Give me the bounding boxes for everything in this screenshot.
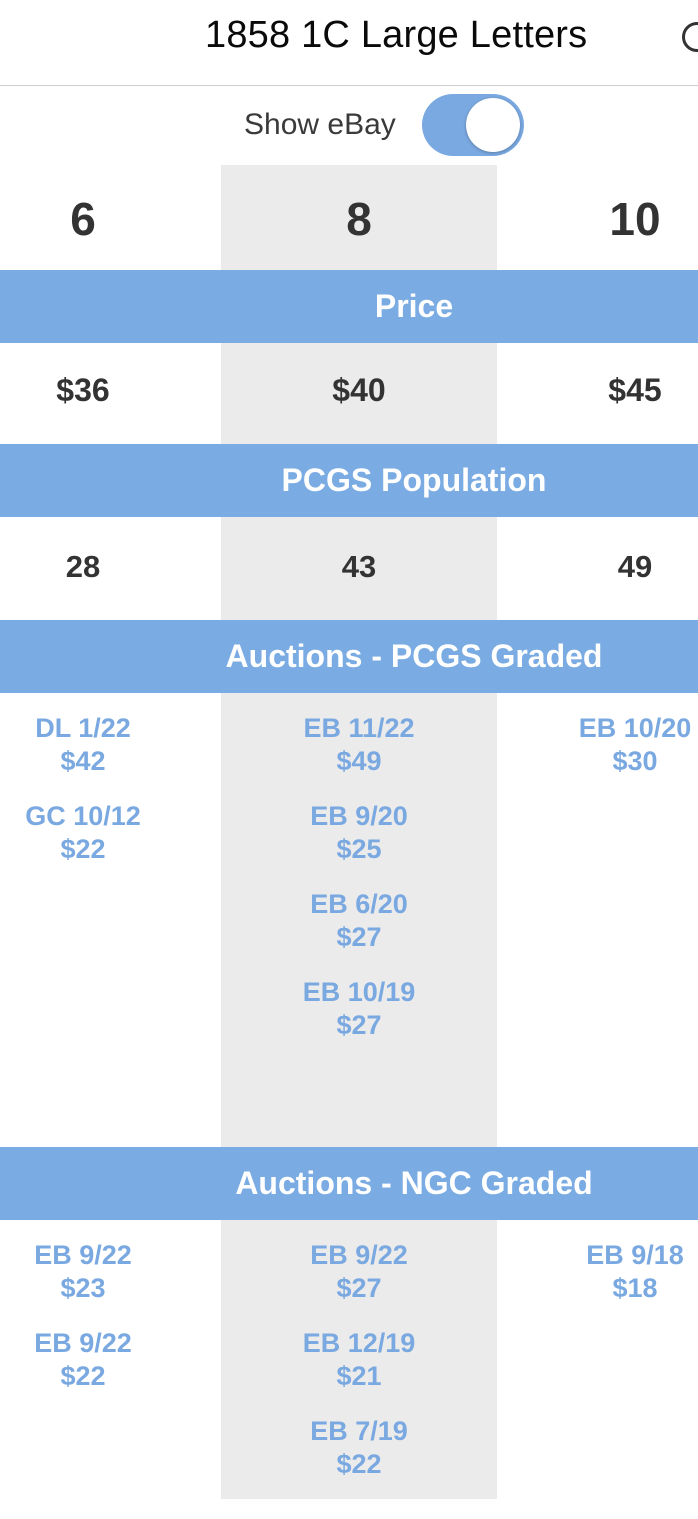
population-section-header: PCGS Population	[0, 444, 698, 517]
auction-price: $42	[60, 746, 106, 776]
auction-price: $30	[612, 746, 658, 776]
auction-entry[interactable]: EB 9/22 $22	[1, 1327, 165, 1393]
auction-date: GC 10/12	[25, 801, 141, 831]
auction-price: $27	[336, 1010, 382, 1040]
price-section-header: Price	[0, 270, 698, 343]
auction-price: $22	[60, 1361, 106, 1391]
auction-entry[interactable]: EB 9/18 $18	[553, 1239, 698, 1305]
auction-entry[interactable]: EB 9/22 $23	[1, 1239, 165, 1305]
auction-entry[interactable]: EB 10/19 $27	[277, 976, 441, 1042]
auction-price: $27	[336, 1273, 382, 1303]
auction-date: EB 7/19	[310, 1416, 408, 1446]
toggle-knob	[466, 98, 520, 152]
nav-header: 1858 1C Large Letters	[0, 0, 698, 86]
section-title: Auctions - NGC Graded	[235, 1165, 593, 1201]
auction-entry[interactable]: EB 6/20 $27	[277, 888, 441, 954]
auction-entry[interactable]: EB 7/19 $22	[277, 1415, 441, 1481]
auction-date: EB 9/22	[310, 1240, 408, 1270]
section-title: Auctions - PCGS Graded	[225, 638, 603, 674]
auction-date: EB 11/22	[303, 713, 415, 743]
auction-date: EB 12/19	[302, 1328, 416, 1358]
auction-entry[interactable]: EB 9/20 $25	[277, 800, 441, 866]
auction-date: EB 9/20	[310, 801, 408, 831]
auction-price: $22	[60, 834, 106, 864]
auction-entry[interactable]: EB 9/22 $27	[277, 1239, 441, 1305]
section-title: Price	[374, 288, 454, 324]
price-value: $40	[332, 372, 386, 408]
auction-date: EB 10/19	[302, 977, 416, 1007]
auction-price: $23	[60, 1273, 106, 1303]
page-title: 1858 1C Large Letters	[205, 14, 588, 56]
ngc-auctions-section-header: Auctions - NGC Graded	[0, 1147, 698, 1220]
price-value: $36	[56, 372, 110, 408]
selected-grade-column	[221, 165, 497, 1499]
auction-date: DL 1/22	[35, 713, 131, 743]
show-ebay-row: Show eBay	[0, 92, 698, 160]
population-value: 43	[341, 549, 377, 584]
grade-label[interactable]: 6	[70, 193, 96, 245]
auction-entry[interactable]: DL 1/22 $42	[1, 712, 165, 778]
population-value: 28	[65, 549, 101, 584]
auction-date: EB 9/22	[34, 1240, 132, 1270]
section-title: PCGS Population	[281, 462, 547, 498]
grade-header-row: 6 8 10	[0, 165, 698, 269]
show-ebay-toggle[interactable]	[422, 94, 524, 156]
auction-price: $18	[612, 1273, 658, 1303]
grade-label[interactable]: 10	[609, 193, 661, 245]
auction-price: $49	[336, 746, 382, 776]
auction-price: $27	[336, 922, 382, 952]
auction-date: EB 9/18	[586, 1240, 684, 1270]
auction-date: EB 9/22	[34, 1328, 132, 1358]
auction-date: EB 10/20	[578, 713, 692, 743]
auction-date: EB 6/20	[310, 889, 408, 919]
show-ebay-label: Show eBay	[244, 108, 396, 141]
auction-price: $22	[336, 1449, 382, 1479]
auction-entry[interactable]: EB 10/20 $30	[553, 712, 698, 778]
auction-entry[interactable]: EB 12/19 $21	[277, 1327, 441, 1393]
auction-price: $25	[336, 834, 382, 864]
population-value: 49	[617, 549, 653, 584]
info-icon[interactable]	[682, 22, 698, 52]
auction-entry[interactable]: EB 11/22 $49	[277, 712, 441, 778]
price-value: $45	[608, 372, 662, 408]
grade-label[interactable]: 8	[346, 193, 372, 245]
auction-price: $21	[336, 1361, 382, 1391]
pcgs-auctions-section-header: Auctions - PCGS Graded	[0, 620, 698, 693]
auction-entry[interactable]: GC 10/12 $22	[1, 800, 165, 866]
